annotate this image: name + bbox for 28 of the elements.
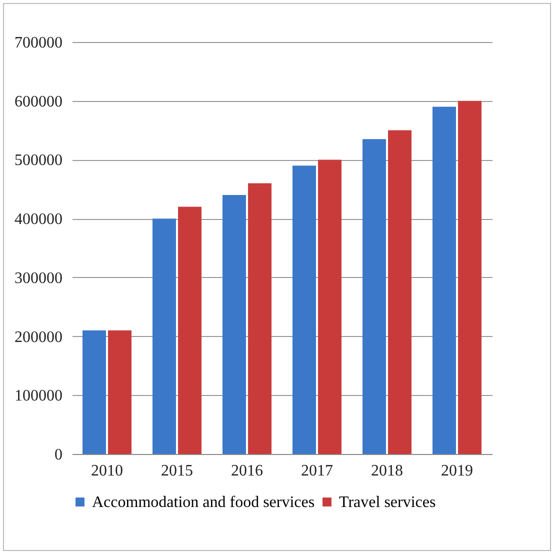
bar: [248, 183, 272, 454]
bar: [108, 330, 132, 454]
bar: [222, 195, 246, 454]
x-tick-label: 2019: [441, 462, 473, 480]
y-tick-label: 0: [54, 446, 62, 464]
bar: [82, 330, 106, 454]
bar: [178, 206, 202, 454]
y-tick-label: 500000: [14, 152, 62, 170]
y-tick-label: 600000: [14, 93, 62, 110]
bar: [318, 160, 342, 454]
bar: [432, 106, 456, 454]
x-tick-label: 2017: [301, 462, 333, 480]
bar: [388, 130, 412, 454]
y-tick-label: 200000: [14, 328, 62, 346]
bar: [292, 166, 316, 454]
bar: [362, 139, 386, 454]
y-tick-label: 300000: [14, 270, 62, 287]
bar: [152, 218, 176, 454]
y-tick-label: 100000: [14, 388, 62, 405]
y-tick-label: 700000: [14, 34, 62, 52]
x-tick-label: 2016: [231, 462, 263, 480]
bar: [458, 100, 482, 454]
x-tick-label: 2010: [91, 462, 123, 480]
y-tick-label: 400000: [14, 211, 62, 228]
legend-label: Travel services: [339, 494, 436, 511]
legend-label: Accommodation and food services: [92, 494, 315, 511]
x-tick-label: 2015: [161, 462, 193, 480]
x-tick-label: 2018: [371, 462, 403, 480]
